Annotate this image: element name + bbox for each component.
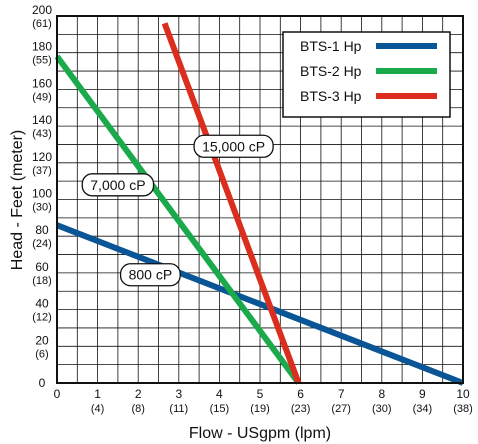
y-tick-sublabel: (18) bbox=[32, 275, 52, 287]
x-tick-sublabel: (30) bbox=[372, 403, 392, 415]
annotation-text: 7,000 cP bbox=[90, 177, 145, 193]
x-axis-label: Flow - USgpm (lpm) bbox=[189, 425, 331, 442]
x-tick-label: 2 bbox=[135, 387, 142, 401]
y-tick-sublabel: (12) bbox=[32, 312, 52, 324]
annotation-text: 15,000 cP bbox=[202, 138, 265, 154]
tick-labels: 0 1 (4) 2 (8) 3 (11) 4 (15) 5 (19) 6 (23) 7 (27) 8 (30) 9… bbox=[32, 3, 473, 415]
series-line-bts-2-hp bbox=[54, 54, 302, 385]
x-tick-sublabel: (4) bbox=[91, 403, 104, 415]
y-tick-label: 40 bbox=[35, 297, 49, 311]
y-tick-sublabel: (43) bbox=[32, 128, 52, 140]
y-tick-sublabel: (37) bbox=[32, 165, 52, 177]
x-tick-label: 7 bbox=[338, 387, 345, 401]
legend-label: BTS-3 Hp bbox=[300, 88, 362, 104]
x-tick-label: 10 bbox=[456, 387, 470, 401]
annotation-text: 800 cP bbox=[129, 267, 173, 283]
legend-label: BTS-1 Hp bbox=[300, 38, 362, 54]
x-tick-label: 9 bbox=[419, 387, 426, 401]
x-tick-label: 1 bbox=[94, 387, 101, 401]
x-tick-sublabel: (38) bbox=[453, 403, 473, 415]
series-line-bts-1-hp bbox=[55, 222, 465, 386]
y-tick-sublabel: (24) bbox=[32, 238, 52, 250]
x-tick-sublabel: (23) bbox=[291, 403, 311, 415]
annotations: 800 cP 7,000 cP 15,000 cP bbox=[81, 134, 274, 287]
x-tick-label: 8 bbox=[378, 387, 385, 401]
legend-label: BTS-2 Hp bbox=[300, 63, 362, 79]
y-tick-label: 160 bbox=[32, 76, 52, 90]
x-tick-label: 6 bbox=[297, 387, 304, 401]
annotation-box bbox=[119, 263, 181, 287]
annotation-box bbox=[193, 134, 274, 158]
legend: BTS-1 Hp BTS-2 Hp BTS-3 Hp bbox=[282, 31, 451, 118]
y-tick-sublabel: (61) bbox=[32, 18, 52, 30]
y-tick-label: 200 bbox=[32, 3, 52, 17]
y-tick-label: 80 bbox=[35, 223, 49, 237]
y-tick-sublabel: (49) bbox=[32, 91, 52, 103]
x-tick-label: 3 bbox=[175, 387, 182, 401]
y-tick-sublabel: (55) bbox=[32, 55, 52, 67]
x-tick-label: 5 bbox=[257, 387, 264, 401]
annotation-label: 7,000 cP bbox=[81, 173, 155, 197]
annotation-label: 15,000 cP bbox=[193, 134, 274, 158]
y-axis-label: Head - Feet (meter) bbox=[9, 130, 26, 270]
y-tick-label: 20 bbox=[35, 333, 49, 347]
y-tick-sublabel: (30) bbox=[32, 202, 52, 214]
plot-frame bbox=[56, 15, 464, 384]
x-tick-sublabel: (15) bbox=[210, 403, 230, 415]
y-tick-label: 180 bbox=[32, 40, 52, 54]
annotation-label: 800 cP bbox=[119, 263, 181, 287]
x-tick-sublabel: (19) bbox=[250, 403, 270, 415]
y-tick-sublabel: (6) bbox=[35, 348, 48, 360]
x-tick-sublabel: (27) bbox=[331, 403, 351, 415]
x-tick-label: 0 bbox=[54, 387, 61, 401]
y-tick-label: 60 bbox=[35, 260, 49, 274]
x-tick-sublabel: (11) bbox=[169, 403, 188, 415]
x-tick-sublabel: (34) bbox=[413, 403, 433, 415]
series-line-bts-3-hp bbox=[161, 22, 302, 385]
x-tick-label: 4 bbox=[216, 387, 223, 401]
annotation-box bbox=[81, 173, 155, 197]
y-tick-label: 0 bbox=[39, 376, 46, 390]
y-tick-label: 140 bbox=[32, 113, 52, 127]
y-tick-label: 100 bbox=[32, 187, 52, 201]
y-tick-label: 120 bbox=[32, 150, 52, 164]
series-layer bbox=[54, 22, 465, 386]
x-tick-sublabel: (8) bbox=[131, 403, 144, 415]
